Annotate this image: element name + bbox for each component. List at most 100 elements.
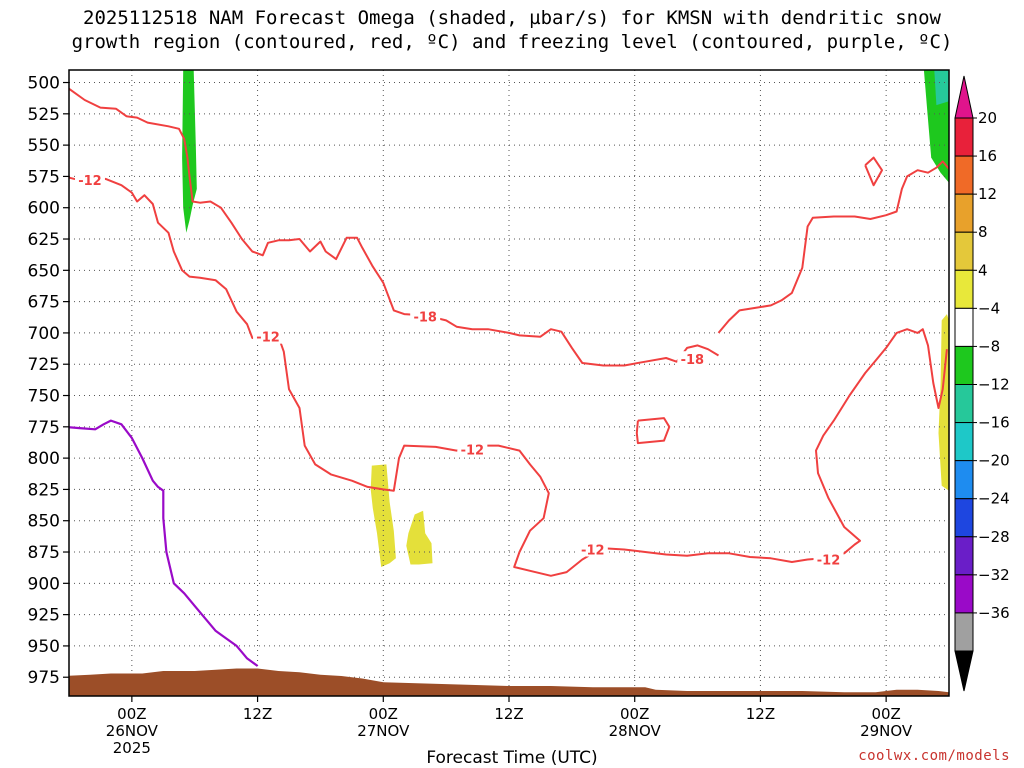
y-tick-label-925: 925 xyxy=(28,606,60,626)
colorbar-label-0: 20 xyxy=(978,109,997,127)
colorbar-segment-6 xyxy=(954,345,974,385)
terrain-layer xyxy=(69,668,949,696)
colorbar-segment-10 xyxy=(954,498,974,538)
contour-label-4: -12 xyxy=(461,443,485,458)
colorbar-label-5: −4 xyxy=(978,299,1000,317)
contour-label-bg-3 xyxy=(677,351,708,367)
contour-label-bg-1 xyxy=(253,328,284,344)
y-tick-label-875: 875 xyxy=(28,543,60,563)
colorbar-label-3: 8 xyxy=(978,223,988,241)
x-tick-label-42-0: 12Z xyxy=(494,705,523,723)
x-tick-label-54-1: 28NOV xyxy=(609,722,662,740)
y-tick-label-550: 550 xyxy=(28,136,60,156)
y-tick-label-575: 575 xyxy=(28,167,60,187)
x-tick-label-78-1: 29NOV xyxy=(860,722,913,740)
contour-label-1: -12 xyxy=(256,331,280,346)
colorbar-label-4: 4 xyxy=(978,261,988,279)
axes-layer: 500 525 550 575 600 625 650 675 700 725 750 775 800 8… xyxy=(28,69,950,757)
colorbar-segment-12 xyxy=(954,574,974,614)
y-tick-label-625: 625 xyxy=(28,230,60,250)
y-tick-label-900: 900 xyxy=(28,574,60,594)
colorbar-label-11: −28 xyxy=(978,528,1010,546)
freezing-level-line xyxy=(69,419,259,667)
dgz-contour-5 xyxy=(864,156,883,187)
colorbar-segment-7 xyxy=(954,384,974,424)
y-tick-label-525: 525 xyxy=(28,105,60,125)
colorbar-label-13: −36 xyxy=(978,604,1010,622)
y-tick-label-850: 850 xyxy=(28,512,60,532)
colorbar-segment-2 xyxy=(954,193,974,233)
omega-shade-4 xyxy=(406,510,433,565)
contour-label-bg-6 xyxy=(813,551,844,567)
y-tick-label-600: 600 xyxy=(28,199,60,219)
contour-label-layer: -12 -12 -18 -18 -12 -12 -12 xyxy=(74,172,844,569)
y-tick-label-500: 500 xyxy=(28,74,60,94)
y-tick-label-825: 825 xyxy=(28,480,60,500)
colorbar-bottom-arrow xyxy=(954,650,974,692)
y-tick-label-750: 750 xyxy=(28,387,60,407)
freezing-level-layer xyxy=(69,419,259,667)
colorbar-segment-1 xyxy=(954,155,974,195)
contour-label-2: -18 xyxy=(413,311,437,326)
x-tick-label-6-1: 26NOV xyxy=(106,722,159,740)
x-tick-label-30-0: 00Z xyxy=(369,705,398,723)
colorbar-segment-9 xyxy=(954,460,974,500)
credit-text: coolwx.com/models xyxy=(858,748,1010,764)
y-tick-label-950: 950 xyxy=(28,637,60,657)
colorbar-segment-5 xyxy=(954,307,974,347)
contour-label-bg-0 xyxy=(74,172,105,188)
colorbar-segment-3 xyxy=(954,231,974,271)
x-tick-label-66-0: 12Z xyxy=(746,705,775,723)
omega-shade-2 xyxy=(934,70,949,106)
contour-label-5: -12 xyxy=(581,544,605,559)
colorbar-segment-11 xyxy=(954,536,974,576)
dgz-contour-3 xyxy=(717,160,949,334)
omega-shade-0 xyxy=(182,70,197,233)
dgz-contour-1 xyxy=(69,176,264,342)
y-tick-label-775: 775 xyxy=(28,418,60,438)
chart-title: 2025112518 NAM Forecast Omega (shaded, µ… xyxy=(0,6,1024,54)
dgz-contour-2 xyxy=(277,328,948,577)
contour-label-bg-5 xyxy=(577,541,608,557)
colorbar-label-9: −20 xyxy=(978,452,1010,470)
title-line-2: growth region (contoured, red, ºC) and f… xyxy=(71,31,953,53)
colorbar-label-7: −12 xyxy=(978,376,1010,394)
y-tick-label-725: 725 xyxy=(28,355,60,375)
grid-layer xyxy=(69,70,949,696)
colorbar-segment-8 xyxy=(954,422,974,462)
dgz-contour-layer xyxy=(69,87,949,577)
x-axis-label: Forecast Time (UTC) xyxy=(426,748,598,768)
colorbar-label-2: 12 xyxy=(978,185,997,203)
colorbar-label-6: −8 xyxy=(978,337,1000,355)
colorbar-label-8: −16 xyxy=(978,414,1010,432)
plot-frame xyxy=(68,69,950,697)
colorbar-label-10: −24 xyxy=(978,490,1010,508)
title-line-1: 2025112518 NAM Forecast Omega (shaded, µ… xyxy=(83,7,941,29)
colorbar-segment-4 xyxy=(954,269,974,309)
x-tick-label-18-0: 12Z xyxy=(243,705,272,723)
y-tick-label-800: 800 xyxy=(28,449,60,469)
x-tick-label-78-0: 00Z xyxy=(871,705,900,723)
terrain-fill xyxy=(69,668,949,696)
y-tick-label-650: 650 xyxy=(28,261,60,281)
y-tick-label-675: 675 xyxy=(28,293,60,313)
omega-shading-layer xyxy=(182,70,949,567)
y-tick-label-975: 975 xyxy=(28,668,60,688)
colorbar-segment-0 xyxy=(954,117,974,157)
colorbar-label-1: 16 xyxy=(978,147,997,165)
dgz-contour-0 xyxy=(69,87,720,367)
x-tick-label-54-0: 00Z xyxy=(620,705,649,723)
x-tick-label-6-0: 00Z xyxy=(117,705,146,723)
dgz-contour-4 xyxy=(635,417,671,445)
x-tick-label-30-1: 27NOV xyxy=(357,722,410,740)
contour-label-bg-2 xyxy=(410,308,441,324)
contour-label-6: -12 xyxy=(817,554,841,569)
contour-label-0: -12 xyxy=(78,174,102,189)
contour-label-bg-4 xyxy=(457,441,488,457)
y-tick-label-700: 700 xyxy=(28,324,60,344)
colorbar: 20 16 12 8 4 −4 −8 −12 −16 −20 −24 −28 −32 −36 xyxy=(954,75,1010,692)
colorbar-label-12: −32 xyxy=(978,566,1010,584)
colorbar-segment-13 xyxy=(954,612,974,652)
contour-label-3: -18 xyxy=(681,353,705,368)
